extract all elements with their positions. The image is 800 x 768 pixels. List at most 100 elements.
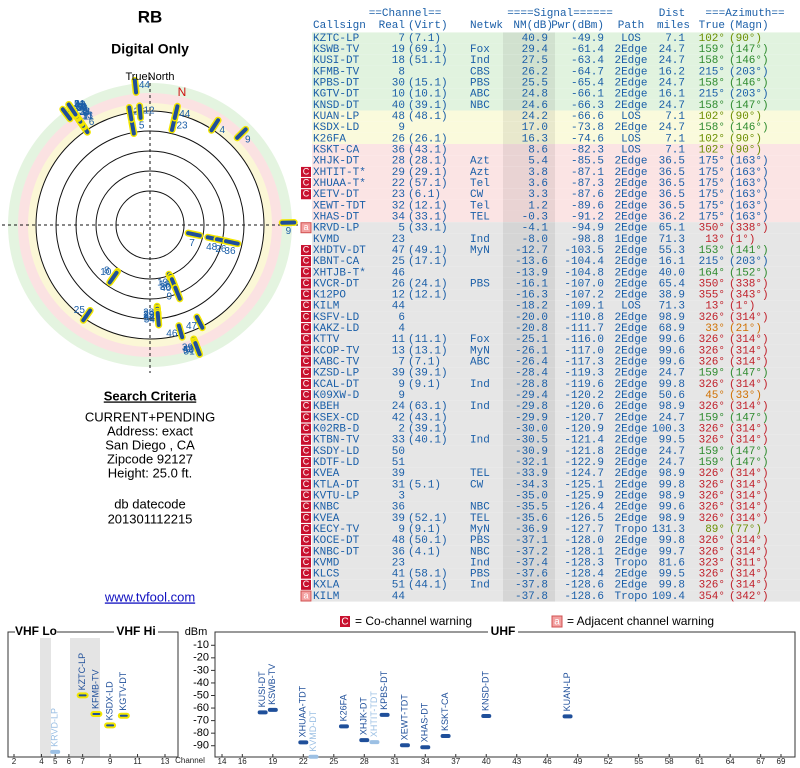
row-background bbox=[312, 333, 800, 345]
nm-column-shade bbox=[503, 99, 555, 111]
table-cell: 175° bbox=[699, 156, 725, 168]
table-cell: 158° bbox=[699, 78, 725, 90]
row-background bbox=[312, 311, 800, 323]
table-cell: 24.7 bbox=[659, 412, 685, 424]
station-label: KFMB-TV bbox=[91, 669, 101, 709]
row-background bbox=[312, 166, 800, 178]
nm-column-shade bbox=[503, 244, 555, 256]
nm-column-shade bbox=[503, 266, 555, 278]
table-cell: 9 bbox=[398, 379, 405, 391]
table-cell: (141°) bbox=[729, 245, 769, 257]
station-label: KNSD-DT bbox=[481, 670, 491, 711]
table-cell: 13° bbox=[705, 301, 725, 313]
warning-flag: C bbox=[303, 445, 310, 455]
table-cell: (9.1) bbox=[408, 524, 441, 536]
station-channel: 6 bbox=[89, 117, 95, 128]
table-cell: Azt bbox=[470, 156, 490, 168]
station-marker bbox=[176, 323, 185, 340]
table-cell: -120.7 bbox=[564, 412, 604, 424]
warning-flag: C bbox=[303, 323, 310, 333]
table-cell: -37.4 bbox=[515, 557, 548, 569]
table-cell: 98.9 bbox=[659, 468, 685, 480]
table-cell: 26.2 bbox=[522, 66, 548, 78]
table-cell: -94.9 bbox=[571, 223, 604, 235]
table-cell: Ind bbox=[470, 557, 490, 569]
table-cell: K12PO bbox=[313, 290, 346, 302]
station-channel: 39 bbox=[75, 101, 87, 112]
table-cell: CW bbox=[470, 189, 484, 201]
table-cell: (5.1) bbox=[408, 479, 441, 491]
table-cell: (163°) bbox=[729, 211, 769, 223]
row-background bbox=[312, 378, 800, 390]
station-label: KSDX-LD bbox=[104, 681, 114, 721]
ring bbox=[35, 110, 265, 340]
table-cell: 99.6 bbox=[659, 502, 685, 514]
x-tick-label: 61 bbox=[695, 757, 704, 766]
table-cell: 40.0 bbox=[659, 267, 685, 279]
table-cell: 102° bbox=[699, 33, 725, 45]
table-cell: 326° bbox=[699, 580, 725, 592]
station-channel: 36 bbox=[74, 100, 86, 111]
table-cell: KVEA bbox=[313, 468, 340, 480]
station-channel: 48 bbox=[206, 242, 218, 253]
table-cell: XHTIT-T* bbox=[313, 167, 366, 179]
table-cell: -125.9 bbox=[564, 490, 604, 502]
table-cell: -37.8 bbox=[515, 591, 548, 603]
x-tick-label: 37 bbox=[451, 757, 460, 766]
table-cell: 2Edge bbox=[614, 44, 647, 56]
nm-column-shade bbox=[503, 43, 555, 55]
site-link[interactable]: www.tvfool.com bbox=[104, 589, 195, 604]
table-cell: 3.8 bbox=[528, 167, 548, 179]
warning-flag-box bbox=[301, 557, 311, 568]
table-cell: -120.2 bbox=[564, 390, 604, 402]
warning-flag-box bbox=[301, 401, 311, 412]
station-marker bbox=[60, 107, 73, 121]
signal-marker bbox=[104, 722, 117, 729]
table-cell: 2Edge bbox=[614, 379, 647, 391]
table-cell: (69.1) bbox=[408, 44, 448, 56]
table-cell: 18 bbox=[392, 55, 405, 67]
table-cell: (50.1) bbox=[408, 535, 448, 547]
column-header: Real bbox=[379, 20, 405, 32]
table-cell: 65.1 bbox=[659, 223, 686, 235]
table-cell: 3.3 bbox=[528, 189, 548, 201]
table-cell: 28 bbox=[392, 156, 405, 168]
table-cell: CBS bbox=[470, 66, 490, 78]
table-cell: 29 bbox=[392, 167, 405, 179]
table-cell: -66.1 bbox=[571, 89, 604, 101]
table-cell: (338°) bbox=[729, 278, 769, 290]
table-cell: 326° bbox=[699, 424, 725, 436]
table-cell: 9 bbox=[398, 122, 405, 134]
table-cell: (7.1) bbox=[408, 357, 441, 369]
table-cell: -124.7 bbox=[564, 468, 604, 480]
station-channel: 11 bbox=[83, 112, 94, 123]
warning-flag-box bbox=[301, 490, 311, 501]
label-bg bbox=[488, 626, 518, 638]
warning-flag: C bbox=[303, 490, 310, 500]
table-cell: Fox bbox=[470, 44, 490, 56]
signal-marker bbox=[257, 710, 268, 715]
nm-column-shade bbox=[503, 77, 555, 89]
table-cell: (152°) bbox=[729, 267, 769, 279]
table-cell: (39.1) bbox=[408, 368, 448, 380]
row-background bbox=[312, 177, 800, 189]
station-channel: 30 bbox=[160, 282, 172, 293]
y-tick-label: -70 bbox=[193, 715, 209, 727]
warning-flag: C bbox=[303, 568, 310, 578]
column-header: NM(dB) bbox=[513, 20, 553, 32]
x-tick-label: 64 bbox=[726, 757, 735, 766]
table-cell: (314°) bbox=[729, 424, 769, 436]
table-cell: (6.1) bbox=[408, 189, 441, 201]
station-label: XHUAA-TDT bbox=[298, 685, 308, 737]
table-cell: 1Edge bbox=[614, 234, 647, 246]
warning-flag-box bbox=[301, 356, 311, 367]
table-cell: XHUAA-T* bbox=[313, 178, 366, 190]
table-cell: 2Edge bbox=[614, 357, 647, 369]
table-cell: (147°) bbox=[729, 457, 769, 469]
warning-flag: C bbox=[303, 334, 310, 344]
table-cell: (63.1) bbox=[408, 401, 448, 413]
signal-marker bbox=[399, 743, 410, 748]
table-cell: (33.1) bbox=[408, 223, 448, 235]
row-background bbox=[312, 32, 800, 44]
signal-marker bbox=[562, 714, 573, 719]
